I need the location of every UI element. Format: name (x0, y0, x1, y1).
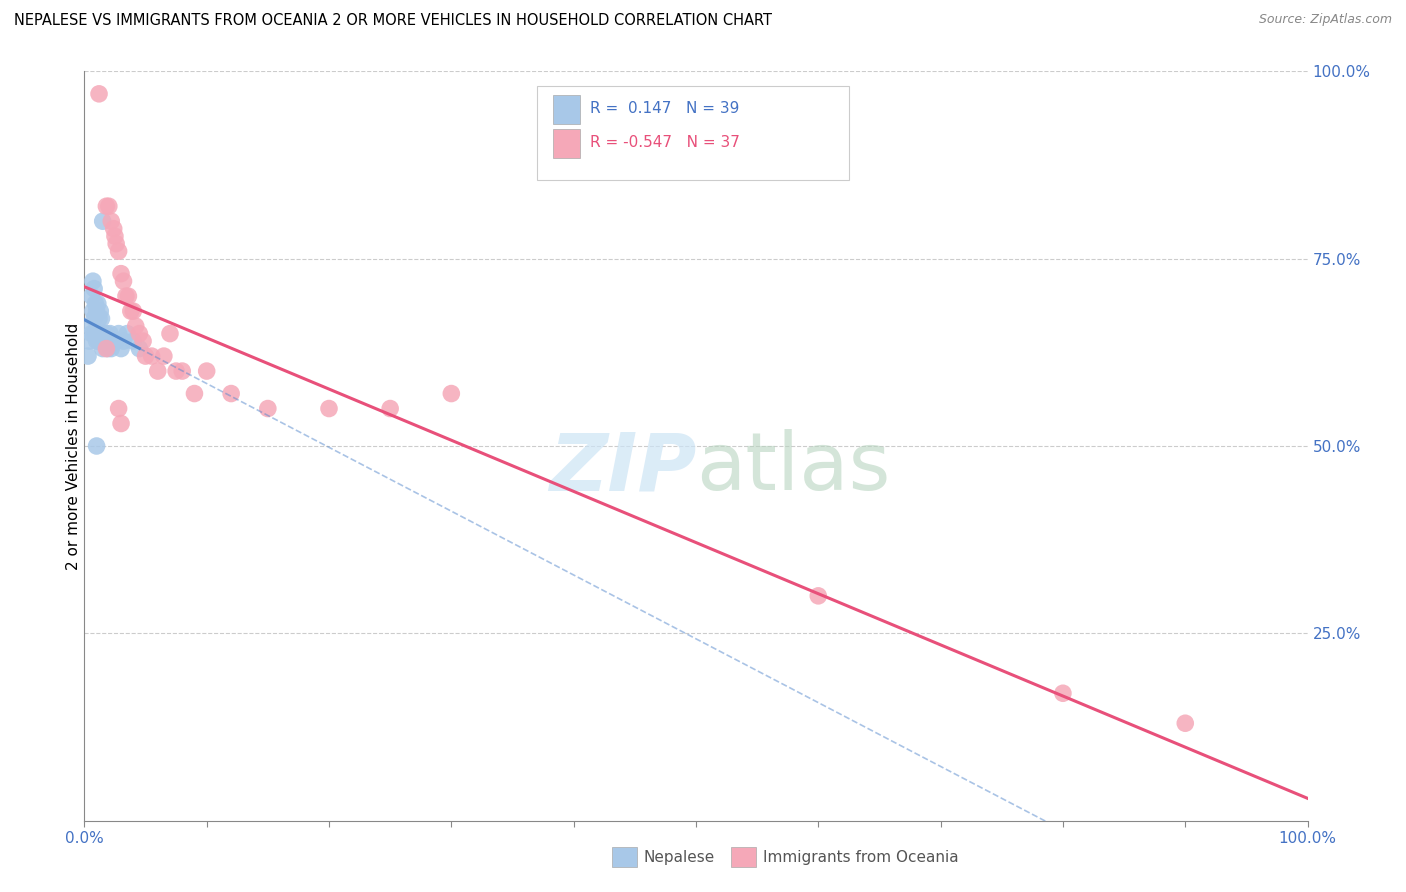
Point (110, 267, 132, 281)
Point (97, 199, 120, 213)
Text: ZIP: ZIP (548, 429, 696, 508)
Point (380, 401, 402, 416)
Bar (553, 129, 579, 158)
Point (91, 214, 114, 228)
Point (107, 401, 129, 416)
Point (135, 349, 157, 363)
Point (115, 289, 138, 303)
Point (122, 334, 145, 348)
Point (80, 326, 103, 341)
Point (107, 244, 129, 259)
Point (100, 342, 122, 356)
Point (115, 326, 138, 341)
Point (97, 334, 120, 348)
Point (105, 236, 128, 251)
Point (105, 334, 128, 348)
Point (96, 326, 118, 341)
Point (219, 386, 242, 401)
Point (104, 334, 127, 348)
Point (107, 326, 129, 341)
Point (165, 364, 187, 378)
Point (84, 296, 107, 310)
Point (110, 342, 132, 356)
Point (97, 342, 120, 356)
Point (128, 342, 150, 356)
FancyBboxPatch shape (537, 87, 849, 180)
Bar (553, 95, 579, 124)
Point (1174, 716, 1197, 731)
Point (89, 304, 111, 318)
Point (87, 311, 110, 326)
Point (117, 289, 139, 303)
Point (87, 296, 110, 310)
Point (87, 87, 110, 101)
Point (82, 304, 104, 318)
Text: atlas: atlas (696, 429, 890, 508)
Text: R =  0.147   N = 39: R = 0.147 N = 39 (589, 102, 740, 116)
Point (84, 326, 107, 341)
Point (93, 326, 115, 341)
Point (125, 319, 148, 334)
Point (146, 364, 169, 378)
Point (110, 417, 132, 431)
Point (132, 334, 155, 348)
Point (122, 304, 145, 318)
Point (257, 401, 280, 416)
Point (153, 349, 176, 363)
Point (98, 326, 121, 341)
Point (96, 199, 118, 213)
Point (89, 326, 111, 341)
Text: Immigrants from Oceania: Immigrants from Oceania (763, 850, 959, 864)
Point (318, 401, 340, 416)
Point (141, 349, 163, 363)
Point (807, 589, 830, 603)
Point (128, 326, 150, 341)
Point (96, 342, 118, 356)
Point (79, 319, 101, 334)
Point (80, 289, 103, 303)
Point (104, 229, 127, 244)
Point (112, 274, 135, 288)
Point (83, 311, 105, 326)
Point (90, 334, 112, 348)
Point (1052, 686, 1074, 700)
Point (86, 334, 108, 348)
Point (159, 326, 181, 341)
Point (103, 221, 125, 235)
Point (91, 342, 114, 356)
Point (172, 364, 194, 378)
Point (100, 214, 122, 228)
Point (77, 349, 100, 363)
Point (82, 274, 104, 288)
Text: Source: ZipAtlas.com: Source: ZipAtlas.com (1258, 13, 1392, 27)
Point (183, 386, 205, 401)
Text: Nepalese: Nepalese (644, 850, 716, 864)
Point (86, 439, 108, 453)
Point (83, 282, 105, 296)
Point (94, 334, 117, 348)
Point (87, 334, 110, 348)
Point (87, 326, 110, 341)
Point (77, 334, 100, 348)
Point (90, 311, 112, 326)
Text: R = -0.547   N = 37: R = -0.547 N = 37 (589, 135, 740, 150)
Point (195, 364, 218, 378)
Point (86, 304, 108, 318)
Point (112, 334, 135, 348)
Point (440, 386, 463, 401)
Y-axis label: 2 or more Vehicles in Household: 2 or more Vehicles in Household (66, 322, 80, 570)
Point (120, 304, 142, 318)
Text: NEPALESE VS IMMIGRANTS FROM OCEANIA 2 OR MORE VEHICLES IN HOUSEHOLD CORRELATION : NEPALESE VS IMMIGRANTS FROM OCEANIA 2 OR… (14, 13, 772, 29)
